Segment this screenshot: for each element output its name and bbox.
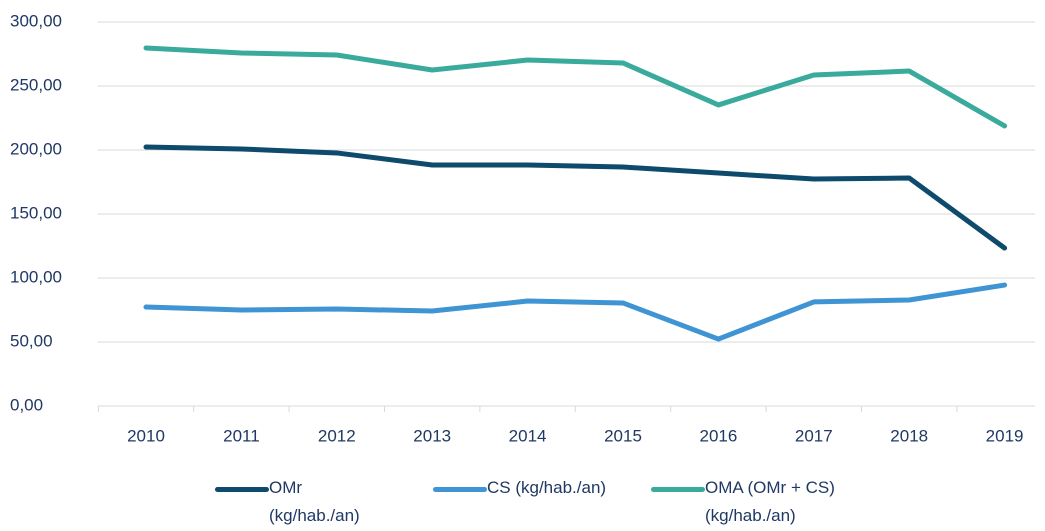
legend-item: OMA (OMr + CS) (kg/hab./an) <box>651 478 885 530</box>
series-line <box>143 144 1008 251</box>
y-tick-label: 300,00 <box>10 11 62 30</box>
x-tick-label: 2010 <box>127 426 165 445</box>
legend-swatch <box>651 487 705 492</box>
x-tick-label: 2014 <box>509 426 547 445</box>
legend-swatch <box>433 487 487 492</box>
legend-label: OMA (OMr + CS) (kg/hab./an) <box>705 478 835 525</box>
x-tick-label: 2011 <box>223 426 260 445</box>
y-tick-label: 50,00 <box>10 331 53 350</box>
legend-item: CS (kg/hab./an) <box>433 478 607 502</box>
y-tick-label: 100,00 <box>10 267 62 286</box>
y-tick-label: 250,00 <box>10 75 62 94</box>
x-tick-label: 2015 <box>604 426 642 445</box>
chart: 0,00 50,00 100,00 150,00 200,00 250,00 300,00 2… <box>10 11 1035 445</box>
y-tick-label: 200,00 <box>10 139 62 158</box>
legend-swatch <box>215 487 269 492</box>
x-tick-label: 2012 <box>318 426 356 445</box>
y-tick-label: 0,00 <box>10 395 43 414</box>
x-tick-label: 2019 <box>986 426 1024 445</box>
legend-label: OMr (kg/hab./an) <box>269 478 360 525</box>
y-tick-label: 150,00 <box>10 203 62 222</box>
x-tick-label: 2018 <box>890 426 928 445</box>
legend-item: OMr (kg/hab./an) <box>215 478 389 530</box>
x-tick-label: 2013 <box>413 426 451 445</box>
x-tick-label: 2016 <box>699 426 737 445</box>
series-line <box>143 282 1008 342</box>
x-tick-label: 2017 <box>795 426 833 445</box>
series-line <box>143 45 1008 129</box>
legend-label: CS (kg/hab./an) <box>487 478 607 497</box>
